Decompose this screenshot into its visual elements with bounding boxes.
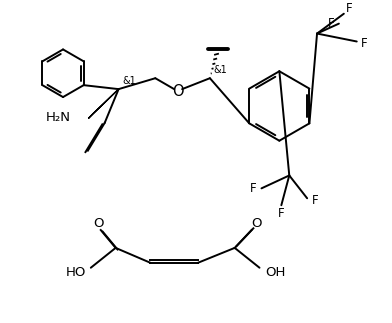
Text: O: O <box>251 217 262 230</box>
Text: F: F <box>312 194 318 207</box>
Polygon shape <box>89 89 119 119</box>
Text: HO: HO <box>66 266 86 279</box>
Text: &1: &1 <box>214 65 228 75</box>
Text: O: O <box>172 84 184 99</box>
Text: F: F <box>345 2 352 15</box>
Text: O: O <box>94 217 104 230</box>
Text: OH: OH <box>265 266 285 279</box>
Text: F: F <box>250 182 257 195</box>
Text: F: F <box>361 37 368 50</box>
Text: F: F <box>278 207 285 220</box>
Text: H₂N: H₂N <box>46 111 71 124</box>
Text: F: F <box>328 17 334 30</box>
Text: &1: &1 <box>123 76 136 86</box>
